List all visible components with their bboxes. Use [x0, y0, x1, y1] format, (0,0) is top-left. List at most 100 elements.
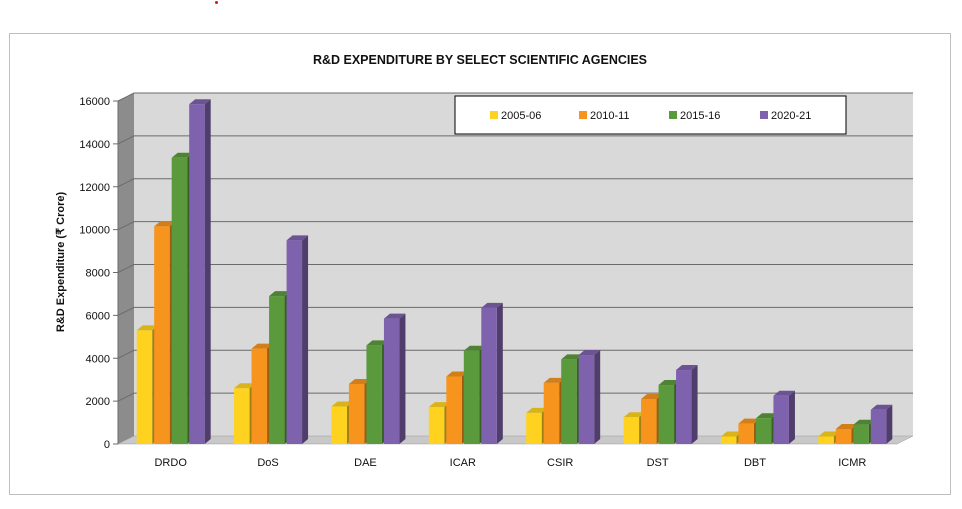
red-dot-marker — [215, 1, 218, 4]
bar-top — [366, 340, 388, 346]
bar-top — [269, 291, 291, 297]
bar — [189, 99, 211, 444]
bar — [676, 365, 698, 444]
bar — [773, 390, 795, 444]
legend-swatch — [760, 111, 768, 119]
bar-side — [204, 99, 211, 444]
bar-top — [463, 345, 486, 351]
bar-front — [578, 355, 595, 444]
legend-label: 2010-11 — [590, 110, 630, 122]
gridline-side — [117, 264, 135, 273]
x-tick-label: ICMR — [838, 457, 866, 469]
bar-top — [428, 402, 451, 408]
legend-swatch — [490, 111, 498, 119]
bar-front — [853, 424, 869, 444]
gridline-side — [117, 306, 135, 316]
bar-front — [154, 226, 170, 444]
bar-top — [543, 377, 566, 383]
bar-side — [302, 235, 309, 444]
x-tick-label: DBT — [744, 457, 766, 469]
y-tick-label: 10000 — [79, 225, 110, 237]
legend-swatch — [669, 111, 677, 119]
bar-top — [835, 423, 858, 429]
bar-front — [383, 318, 400, 444]
bar-front — [773, 395, 789, 444]
bar-front — [481, 307, 497, 444]
bar-top — [738, 418, 760, 424]
bar-top — [641, 393, 663, 399]
legend-label: 2020-21 — [771, 110, 811, 122]
bar-front — [676, 370, 692, 444]
x-tick-label: ICAR — [450, 457, 476, 469]
bar-top — [234, 383, 256, 389]
bar — [870, 404, 893, 444]
bar-top — [446, 371, 468, 377]
bar-top — [561, 354, 583, 360]
bar-side — [886, 404, 893, 444]
bar-front — [348, 383, 365, 444]
y-tick-label: 6000 — [86, 310, 110, 322]
bar-front — [463, 350, 480, 444]
legend-label: 2015-16 — [680, 110, 720, 122]
gridline-side — [117, 178, 135, 188]
bar-top — [818, 431, 840, 437]
bar-top — [773, 390, 795, 396]
bar-side — [594, 350, 601, 444]
x-tick-label: DoS — [257, 457, 278, 469]
y-tick-label: 2000 — [86, 396, 110, 408]
bar-top — [189, 99, 211, 105]
bar-front — [818, 436, 834, 444]
x-tick-label: DAE — [354, 457, 377, 469]
gridline-side — [117, 221, 135, 231]
bar-front — [561, 359, 577, 444]
bar — [481, 302, 503, 444]
y-tick-label: 4000 — [86, 353, 110, 365]
legend-label: 2005-06 — [501, 110, 541, 122]
legend-swatch — [579, 111, 587, 119]
bar-top — [331, 401, 353, 407]
y-tick-label: 8000 — [86, 268, 110, 280]
legend-box — [454, 95, 847, 135]
y-tick-label: 0 — [104, 439, 110, 451]
bar-front — [658, 385, 675, 444]
bar-top — [658, 380, 681, 386]
y-tick-label: 14000 — [79, 139, 110, 151]
bar-side — [399, 313, 406, 444]
bar-top — [251, 343, 274, 349]
x-tick-label: DRDO — [154, 457, 187, 469]
bar — [286, 235, 309, 444]
bar-front — [269, 296, 285, 444]
bar-front — [286, 240, 303, 444]
bar-top — [481, 302, 503, 308]
bar-top — [720, 431, 743, 437]
bar-front — [428, 407, 445, 444]
bar-side — [691, 365, 698, 444]
y-tick-label: 12000 — [79, 182, 110, 194]
bar-top — [348, 378, 371, 384]
bar-front — [331, 406, 347, 444]
bar-front — [234, 388, 250, 444]
bar-front — [526, 412, 542, 444]
x-tick-label: CSIR — [547, 457, 573, 469]
bar-front — [366, 345, 382, 444]
bar — [383, 313, 406, 444]
bar-top — [623, 412, 646, 418]
bar-top — [755, 413, 778, 419]
bar-front — [870, 409, 887, 444]
x-tick-label: DST — [647, 457, 669, 469]
bar-top — [853, 419, 875, 425]
bar-side — [788, 390, 795, 444]
bar-front — [623, 417, 640, 444]
bar-top — [870, 404, 893, 410]
y-tick-label: 16000 — [79, 96, 110, 108]
bar-top — [171, 152, 194, 158]
bar-front — [446, 376, 462, 444]
bar-front — [835, 428, 852, 444]
bar-front — [738, 423, 754, 444]
gridline-side — [117, 349, 135, 359]
bar-top — [578, 350, 601, 356]
bar-front — [251, 348, 268, 444]
bar — [578, 350, 601, 444]
legend: 2005-06 2010-11 2015-16 2020-21 — [454, 95, 847, 135]
